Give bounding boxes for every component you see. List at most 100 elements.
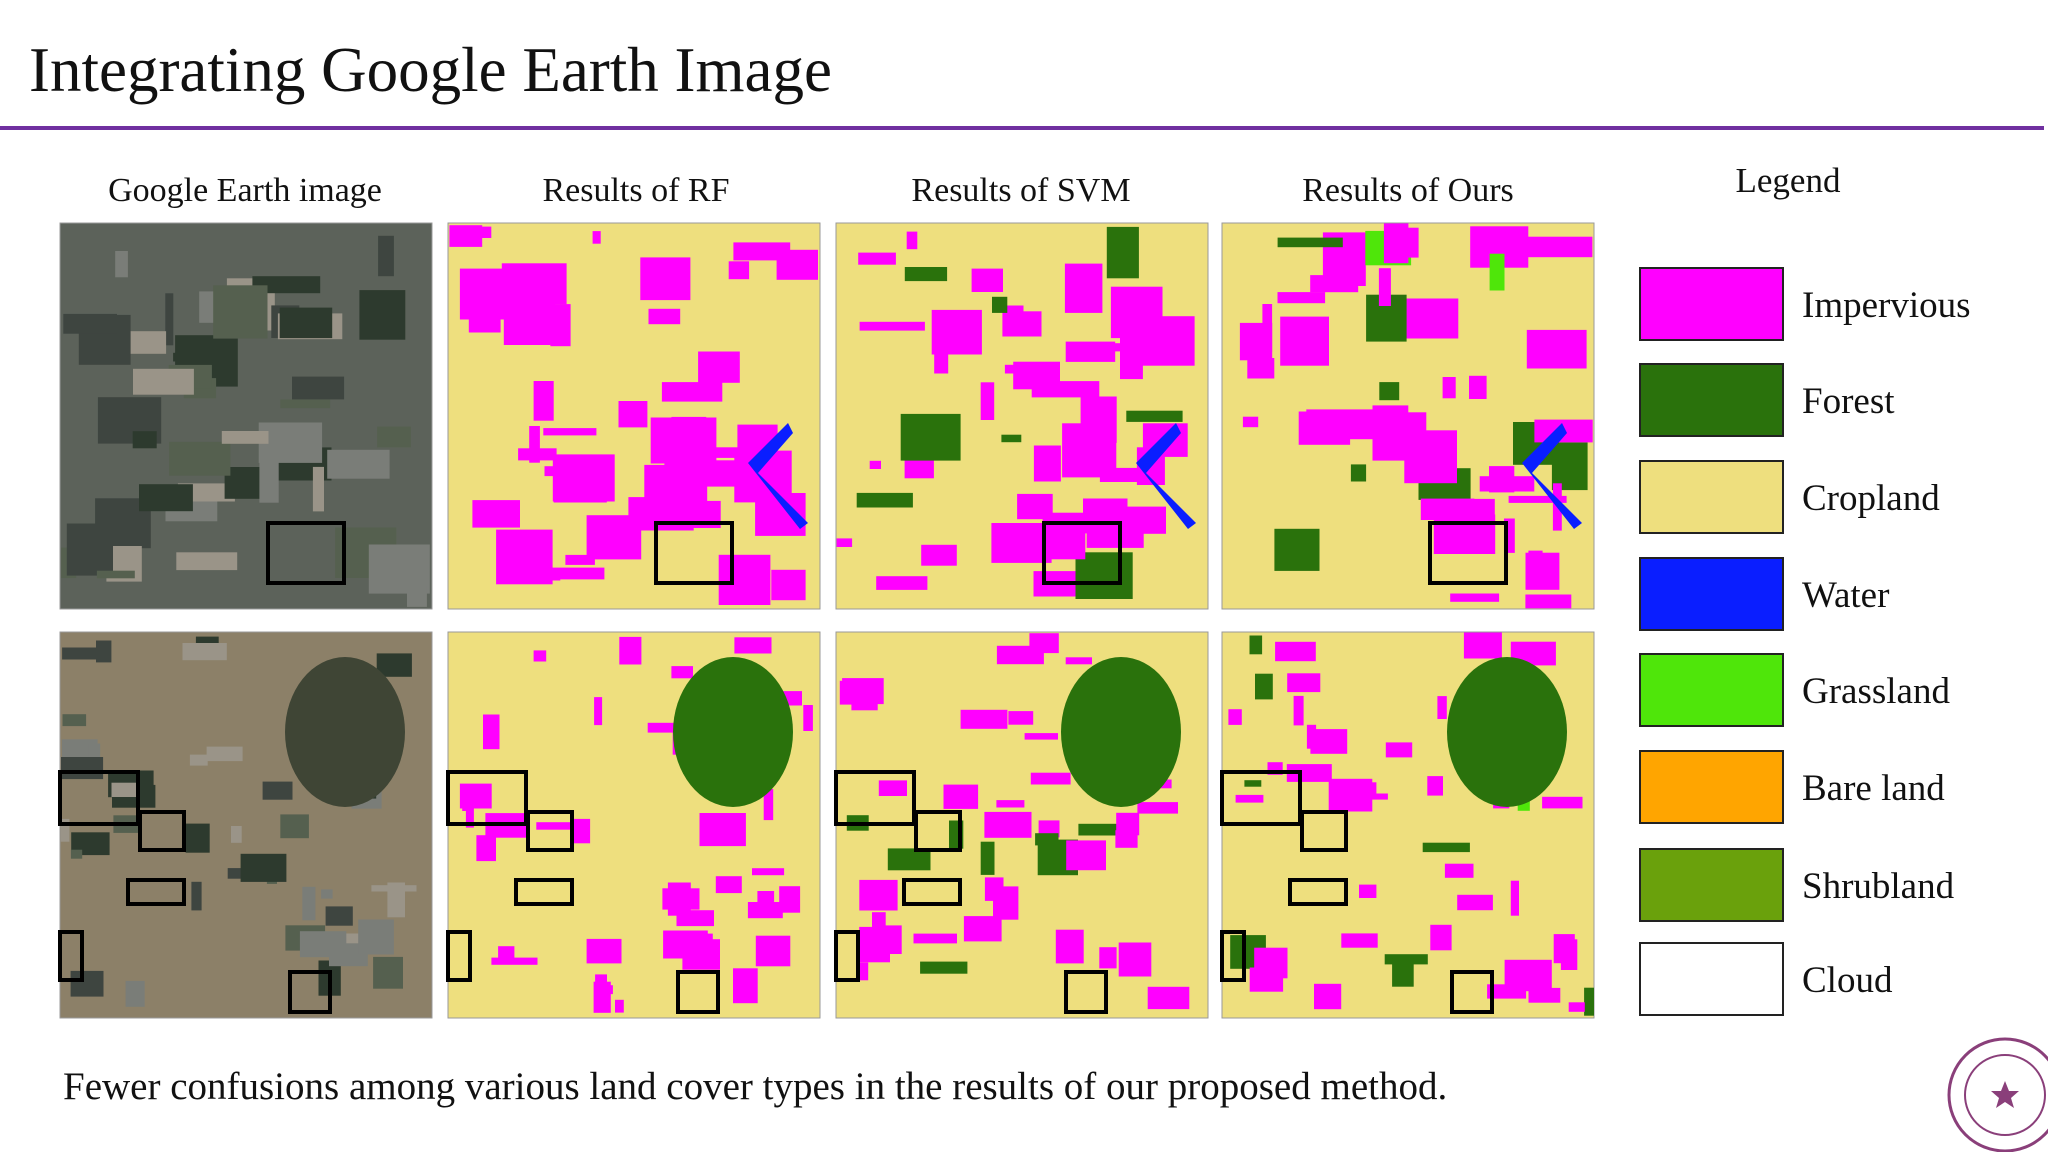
legend-swatch — [1639, 267, 1784, 341]
map-patch — [1314, 983, 1342, 1010]
map-patch — [1042, 512, 1086, 560]
map-patch — [529, 426, 540, 463]
map-patch — [1551, 442, 1588, 491]
map-patch — [280, 399, 331, 409]
legend-swatch — [1639, 460, 1784, 534]
highlight-box — [834, 930, 860, 982]
legend-label: Bare land — [1802, 768, 1945, 809]
map-patch — [992, 296, 1008, 313]
highlight-box — [1220, 770, 1302, 826]
map-patch — [1293, 695, 1304, 726]
map-patch — [111, 782, 138, 797]
map-patch — [1066, 840, 1106, 871]
highlight-box — [58, 930, 84, 982]
map-patch — [165, 293, 174, 346]
highlight-box — [526, 810, 574, 852]
map-patch — [240, 853, 287, 882]
highlight-box — [446, 930, 472, 982]
map-patch — [913, 933, 957, 944]
map-patch — [1526, 329, 1587, 369]
map-patch — [252, 276, 321, 294]
map-patch — [1275, 641, 1316, 662]
highlight-box — [514, 878, 574, 906]
column-title: Google Earth image — [108, 172, 382, 209]
highlight-box — [446, 770, 528, 826]
map-patch — [1463, 632, 1502, 659]
map-patch — [836, 538, 853, 547]
logo-ring — [1964, 1054, 2046, 1136]
map-patch — [371, 885, 417, 892]
map-patch — [615, 999, 624, 1013]
map-patch — [1385, 742, 1413, 758]
map-patch — [468, 305, 501, 333]
legend-swatch — [1639, 848, 1784, 922]
map-patch — [501, 263, 567, 305]
map-patch — [279, 307, 333, 339]
map-patch — [292, 376, 345, 400]
map-patch — [378, 235, 394, 277]
map-patch — [1274, 528, 1320, 571]
map-patch — [1262, 304, 1273, 352]
map-patch — [191, 881, 202, 911]
legend-swatch — [1639, 750, 1784, 824]
map-patch — [728, 261, 750, 280]
map-patch — [465, 805, 474, 828]
map-patch — [900, 413, 961, 461]
map-patch — [876, 576, 928, 590]
map-patch — [858, 252, 896, 265]
map-patch — [1065, 657, 1092, 665]
map-patch — [1024, 733, 1058, 740]
map-patch — [476, 835, 496, 862]
map-patch — [321, 889, 333, 899]
map-patch — [851, 701, 878, 711]
map-patch — [839, 680, 871, 705]
map-patch — [1030, 772, 1071, 785]
map-patch — [1255, 673, 1273, 700]
highlight-box — [138, 810, 186, 852]
map-patch — [221, 431, 269, 444]
map-patch — [996, 800, 1025, 808]
map-patch — [533, 650, 547, 662]
highlight-box — [1300, 810, 1348, 852]
map-patch — [921, 544, 957, 566]
map-patch — [359, 290, 406, 340]
highlight-box — [1220, 930, 1246, 982]
map-patch — [887, 848, 931, 871]
map-patch — [1310, 275, 1359, 293]
map-patch — [718, 554, 771, 605]
map-patch — [373, 956, 403, 989]
map-patch — [1280, 316, 1329, 366]
map-patch — [1001, 434, 1022, 443]
map-patch — [920, 961, 968, 974]
map-patch — [984, 811, 1032, 838]
map-patch — [1033, 445, 1061, 482]
map-patch — [648, 308, 681, 325]
map-patch — [1035, 833, 1059, 846]
map-patch — [856, 492, 913, 508]
map-patch — [66, 523, 113, 576]
legend: Impervious Forest Cropland Water Grassland Ba… — [1639, 267, 1971, 1016]
map-patch — [62, 647, 98, 660]
map-patch — [1017, 493, 1053, 520]
map-patch — [1372, 405, 1409, 461]
map-patch — [752, 868, 785, 876]
map-patch — [763, 789, 774, 821]
map-patch — [459, 783, 492, 809]
highlight-box — [58, 770, 140, 826]
map-patch — [472, 500, 520, 528]
map-patch — [1064, 263, 1103, 313]
map-patch — [259, 448, 279, 503]
map-patch — [904, 267, 948, 282]
map-patch — [231, 826, 242, 843]
map-patch — [1310, 729, 1348, 754]
map-patch — [358, 919, 394, 955]
map-patch — [647, 722, 678, 733]
legend-swatch — [1639, 557, 1784, 631]
map-patch — [533, 381, 554, 421]
map-patch — [1277, 292, 1326, 304]
highlight-box — [1064, 970, 1108, 1014]
map-patch — [1444, 863, 1474, 878]
map-patch — [592, 231, 601, 244]
